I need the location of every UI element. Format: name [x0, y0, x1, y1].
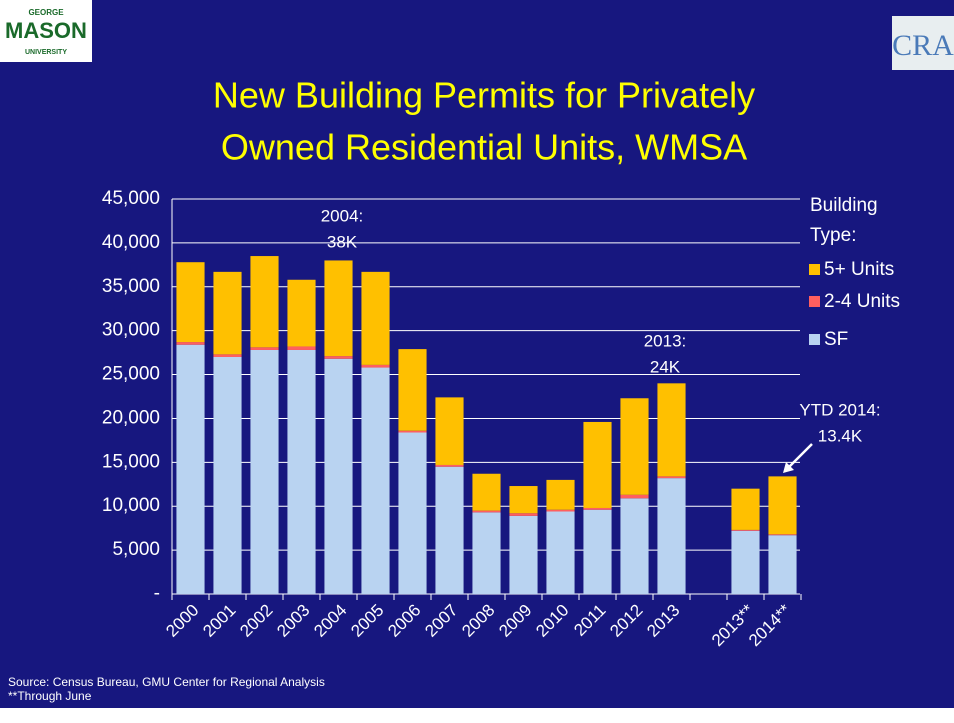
annotation: 2004: — [321, 206, 364, 225]
bar-segment — [176, 262, 205, 343]
annotation-arrowhead — [783, 462, 794, 473]
bar-segment — [657, 383, 686, 477]
chart-title: Owned Residential Units, WMSA — [221, 127, 747, 168]
bar-segment — [620, 498, 649, 594]
bar-segment — [287, 279, 316, 347]
legend-swatch — [809, 264, 820, 275]
bar-segment — [213, 357, 242, 594]
annotation: 2013: — [644, 331, 687, 350]
bar-segment — [213, 271, 242, 355]
bar-segment — [176, 342, 205, 345]
bar-segment — [287, 346, 316, 350]
bar-segment — [509, 513, 538, 516]
legend-label: SF — [824, 329, 848, 350]
bar-segment — [731, 488, 760, 530]
bar-segment — [472, 473, 501, 511]
bar-segment — [472, 510, 501, 513]
bar-segment — [250, 349, 279, 594]
bar-segment — [768, 534, 797, 536]
bar-segment — [213, 354, 242, 357]
bar-segment — [546, 511, 575, 594]
logo-text: CRA — [892, 29, 954, 62]
logo-text: GEORGE — [28, 8, 64, 17]
bar-segment — [435, 464, 464, 467]
bar-segment — [361, 364, 390, 368]
legend-label: 2-4 Units — [824, 291, 900, 312]
bar-segment — [324, 358, 353, 594]
logo-right-box — [892, 16, 954, 70]
bar-segment — [324, 260, 353, 357]
bar-segment — [657, 478, 686, 594]
y-tick-label: 35,000 — [102, 276, 160, 297]
bar-segment — [435, 466, 464, 594]
bar-segment — [472, 512, 501, 594]
y-tick-label: 30,000 — [102, 320, 160, 341]
bar-segment — [731, 530, 760, 594]
bar-segment — [509, 486, 538, 514]
bar-segment — [324, 356, 353, 359]
legend-swatch — [809, 296, 820, 307]
bar-segment — [250, 256, 279, 348]
y-tick-label: 45,000 — [102, 188, 160, 209]
source-note: Source: Census Bureau, GMU Center for Re… — [8, 675, 325, 689]
logo-text: MASON — [5, 18, 87, 43]
chart-title: New Building Permits for Privately — [213, 75, 755, 116]
bar-segment — [731, 529, 760, 531]
y-tick-label: 10,000 — [102, 495, 160, 516]
bar-segment — [287, 349, 316, 594]
y-tick-label: 20,000 — [102, 407, 160, 428]
y-tick-label: 5,000 — [112, 539, 160, 560]
legend-label: 5+ Units — [824, 259, 894, 280]
bar-segment — [546, 479, 575, 510]
bar-segment — [583, 509, 612, 594]
bar-segment — [583, 507, 612, 510]
annotation-arrow — [786, 443, 813, 470]
bar-segment — [768, 476, 797, 535]
y-tick-label: 25,000 — [102, 364, 160, 385]
logo-left-box — [0, 0, 92, 62]
bar-segment — [620, 494, 649, 499]
bar-segment — [398, 349, 427, 431]
annotation: 13.4K — [818, 426, 863, 445]
bar-segment — [398, 430, 427, 433]
bar-segment — [509, 515, 538, 594]
legend-title: Building — [810, 195, 878, 216]
y-tick-label: - — [154, 583, 160, 604]
bar-segment — [768, 535, 797, 594]
bar-segment — [398, 432, 427, 594]
y-tick-label: 40,000 — [102, 232, 160, 253]
y-tick-label: 15,000 — [102, 451, 160, 472]
logo-text: UNIVERSITY — [25, 49, 67, 56]
annotation: YTD 2014: — [799, 400, 880, 419]
bar-segment — [583, 421, 612, 508]
bar-segment — [361, 271, 390, 365]
annotation: 24K — [650, 357, 681, 376]
bar-segment — [250, 347, 279, 350]
bar-segment — [657, 476, 686, 479]
legend-title: Type: — [810, 225, 856, 246]
bar-segment — [176, 344, 205, 594]
annotation: 38K — [327, 232, 358, 251]
bar-segment — [435, 397, 464, 465]
legend-swatch — [809, 334, 820, 345]
source-note: **Through June — [8, 689, 92, 703]
bar-segment — [361, 367, 390, 594]
bar-segment — [620, 398, 649, 495]
bar-segment — [546, 509, 575, 512]
